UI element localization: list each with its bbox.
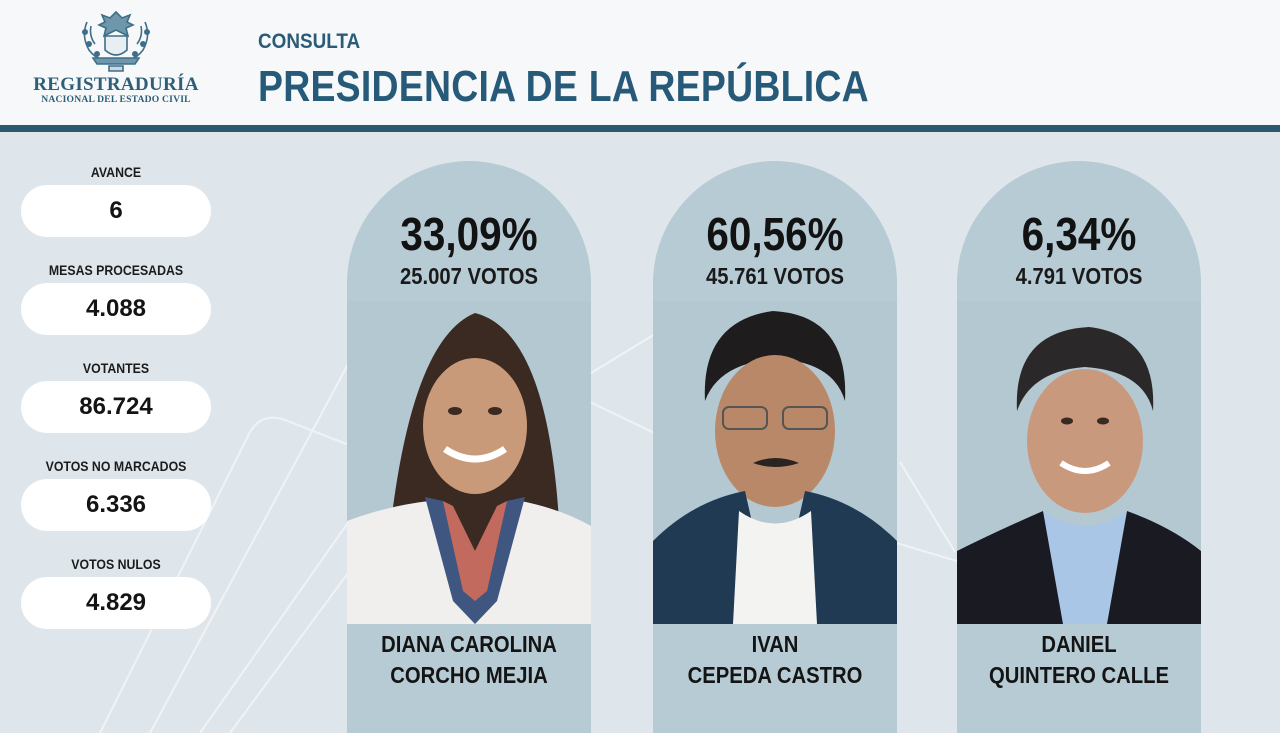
candidate-card-corcho: 33,09% 25.007 VOTOS DIANA CAROLINA CORCH… bbox=[347, 161, 591, 733]
candidate-votes: 25.007 VOTOS bbox=[399, 263, 539, 289]
stat-avance: AVANCE 6 bbox=[20, 160, 212, 237]
stat-votos-nulos: VOTOS NULOS 4.829 bbox=[20, 552, 212, 629]
candidate-percent: 33,09% bbox=[400, 208, 538, 260]
candidate-votes: 45.761 VOTOS bbox=[705, 263, 845, 289]
stat-label: MESAS PROCESADAS bbox=[48, 262, 184, 278]
stat-votos-no-marcados: VOTOS NO MARCADOS 6.336 bbox=[20, 454, 212, 531]
candidate-name-line2: CEPEDA CASTRO bbox=[687, 662, 863, 688]
candidate-name: IVAN CEPEDA CASTRO bbox=[668, 629, 883, 691]
stat-value-pill: 6.336 bbox=[21, 479, 211, 531]
header: REGISTRADURÍA NACIONAL DEL ESTADO CIVIL … bbox=[0, 0, 1280, 126]
stat-mesas-procesadas: MESAS PROCESADAS 4.088 bbox=[20, 258, 212, 335]
stats-panel: AVANCE 6 MESAS PROCESADAS 4.088 VOTANTES… bbox=[20, 160, 212, 629]
candidate-card-cepeda: 60,56% 45.761 VOTOS IVAN CEPEDA CASTRO bbox=[653, 161, 897, 733]
logo-subtitle: NACIONAL DEL ESTADO CIVIL bbox=[41, 94, 191, 105]
page-kicker: CONSULTA bbox=[258, 30, 361, 53]
stat-value-pill: 4.088 bbox=[21, 283, 211, 335]
candidate-votes: 4.791 VOTOS bbox=[1015, 263, 1143, 289]
candidate-name-line2: CORCHO MEJIA bbox=[390, 662, 548, 688]
header-divider bbox=[0, 125, 1280, 132]
coat-of-arms-icon bbox=[82, 10, 150, 72]
stat-label: VOTANTES bbox=[82, 360, 150, 376]
stat-label: VOTOS NULOS bbox=[71, 556, 161, 572]
candidate-name-line2: QUINTERO CALLE bbox=[989, 662, 1169, 688]
candidate-photo-man-suit bbox=[957, 301, 1201, 624]
candidate-name-line1: DIANA CAROLINA bbox=[381, 631, 557, 657]
logo-name: REGISTRADURÍA bbox=[33, 74, 199, 95]
candidate-card-quintero: 6,34% 4.791 VOTOS DANIEL QUINTERO CALLE bbox=[957, 161, 1201, 733]
stat-votantes: VOTANTES 86.724 bbox=[20, 356, 212, 433]
page-title: PRESIDENCIA DE LA REPÚBLICA bbox=[258, 62, 869, 111]
candidate-photo-man-glasses bbox=[653, 301, 897, 624]
candidate-name: DANIEL QUINTERO CALLE bbox=[972, 629, 1187, 691]
candidate-photo-woman bbox=[347, 301, 591, 624]
candidate-percent: 60,56% bbox=[706, 208, 844, 260]
candidate-name-line1: DANIEL bbox=[1041, 631, 1117, 657]
registraduria-logo: REGISTRADURÍA NACIONAL DEL ESTADO CIVIL bbox=[28, 8, 204, 112]
candidate-name: DIANA CAROLINA CORCHO MEJIA bbox=[362, 629, 577, 691]
candidate-name-line1: IVAN bbox=[751, 631, 799, 657]
stat-value-pill: 86.724 bbox=[21, 381, 211, 433]
stat-label: AVANCE bbox=[90, 164, 142, 180]
stat-label: VOTOS NO MARCADOS bbox=[45, 458, 187, 474]
stat-value-pill: 4.829 bbox=[21, 577, 211, 629]
candidate-percent: 6,34% bbox=[1021, 208, 1137, 260]
stat-value-pill: 6 bbox=[21, 185, 211, 237]
